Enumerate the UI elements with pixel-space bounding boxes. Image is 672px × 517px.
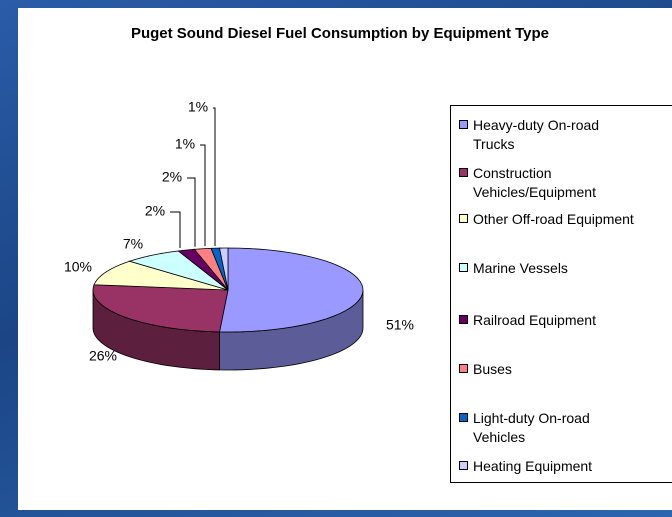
leader-line [200, 144, 206, 247]
slice [92, 284, 229, 333]
slice [210, 247, 229, 291]
legend-label: Buses [473, 361, 512, 377]
leader-line [187, 177, 196, 247]
legend-swatch [459, 263, 468, 272]
data-label: 1% [175, 136, 195, 152]
slice [178, 248, 229, 291]
slice [129, 250, 229, 291]
data-label: 7% [123, 236, 143, 252]
legend-label: Heavy-duty On-road Trucks [473, 117, 600, 152]
slice [219, 247, 364, 333]
legend-swatch [459, 120, 468, 129]
data-label: 51% [386, 317, 414, 333]
legend: Heavy-duty On-road Trucks Construction Ve… [450, 105, 672, 483]
legend-swatch [459, 315, 468, 324]
slice [193, 247, 229, 291]
legend-swatch [459, 413, 468, 422]
legend-swatch [459, 364, 468, 373]
data-label: 2% [145, 203, 165, 219]
data-label: 10% [64, 259, 92, 275]
legend-label: Other Off-road Equipment [473, 211, 634, 227]
data-label: 1% [188, 99, 208, 115]
legend-swatch [459, 168, 468, 177]
leader-line [213, 107, 216, 247]
legend-label: Marine Vessels [473, 260, 568, 276]
leader-line [170, 211, 181, 249]
legend-label: Railroad Equipment [473, 312, 596, 328]
legend-label: Construction Vehicles/Equipment [473, 165, 596, 200]
legend-swatch [459, 214, 468, 223]
legend-label: Light-duty On-road Vehicles [473, 410, 590, 445]
legend-label: Heating Equipment [473, 458, 593, 474]
data-label: 2% [162, 169, 182, 185]
slice [93, 260, 229, 291]
legend-swatch [459, 461, 468, 470]
data-label: 26% [89, 348, 117, 364]
chart-title: Puget Sound Diesel Fuel Consumption by E… [130, 25, 550, 42]
slice [218, 247, 229, 291]
